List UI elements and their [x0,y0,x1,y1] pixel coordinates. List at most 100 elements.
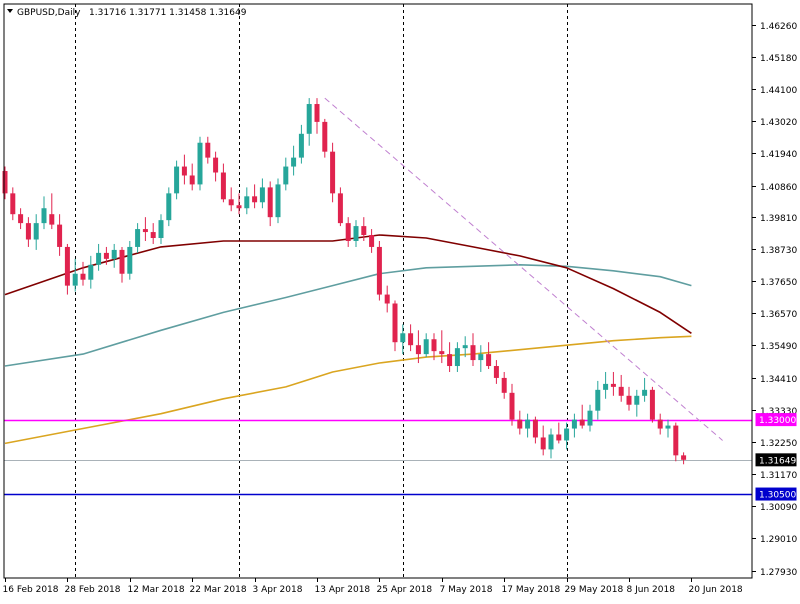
candle-body [127,246,133,274]
candle-body [142,229,148,233]
moving-average-long-line [4,335,692,445]
price-tags: 1.33000 1.30500 1.31649 [755,413,797,501]
x-tick-label: 7 May 2018 [440,585,493,595]
candle [111,243,117,268]
candle [603,371,609,399]
candle-body [88,264,94,280]
candle-body [517,419,523,429]
y-tick-label: 1.45180 [760,54,797,64]
x-tick-label: 22 Mar 2018 [190,585,247,595]
x-tick-label: 17 May 2018 [502,585,561,595]
candle [415,330,421,364]
candle-body [220,172,226,200]
y-tick-label: 1.33330 [760,407,797,417]
candle-body [353,226,359,241]
candle [610,371,616,396]
dropdown-triangle-icon[interactable] [7,9,13,13]
candle [400,324,406,355]
candle-body [10,193,16,215]
symbol-label: GBPUSD,Daily [17,8,81,18]
candle [330,142,336,203]
candle [423,333,429,358]
candle-body [626,395,632,405]
y-tick-label: 1.30090 [760,503,797,513]
candle-body [158,220,164,239]
candle-body [548,434,554,450]
candle [275,178,281,224]
candle-body [96,252,102,265]
candle [10,187,16,221]
candle-body [423,339,429,355]
candle [127,240,133,280]
candle-body [408,333,414,346]
candle-body [493,366,499,378]
candle [142,217,148,241]
candle-body [275,184,281,218]
candle [80,261,86,286]
candle [501,371,507,399]
candle [220,163,226,203]
candle [135,223,141,253]
candle [41,196,47,230]
y-tick-label: 1.29010 [760,535,797,545]
x-tick-label: 16 Feb 2018 [3,585,59,595]
candle-body [392,303,398,343]
candle-body [400,333,406,343]
x-axis: 16 Feb 2018 28 Feb 2018 12 Mar 2018 22 Mar … [3,578,743,595]
candle-body [376,246,382,295]
candle-body [18,214,24,224]
candle-body [189,175,195,185]
candle [431,333,437,361]
candle [556,422,562,444]
candle-body [2,171,8,194]
candle-body [642,389,648,396]
candle [470,333,476,367]
candle [322,118,328,158]
candle [33,214,39,250]
candle [150,223,156,244]
candle [345,217,351,247]
candle [2,166,8,200]
candle-body [439,351,445,355]
candle [681,452,687,465]
candle [197,136,203,191]
candle-body [673,425,679,456]
x-tick-label: 25 Apr 2018 [377,585,433,595]
candle [392,300,398,352]
candle [283,157,289,191]
candle [213,151,219,182]
x-tick-label: 20 Jun 2018 [689,585,743,595]
candle [166,187,172,227]
candle-body [603,383,609,390]
y-tick-label: 1.38730 [760,246,797,256]
candle [649,386,655,423]
moving-average-mid-line [4,264,692,367]
candle [252,184,258,209]
candle [517,410,523,435]
candle-body [135,229,141,247]
candle [618,374,624,402]
candle-body [111,249,117,259]
candle [673,422,679,462]
candle [259,178,265,209]
candle-body [556,434,562,441]
candle-body [80,273,86,280]
candle-body [33,223,39,240]
candle-body [283,166,289,185]
trendline[interactable] [324,97,723,441]
candle [626,386,632,411]
level-price-tag-0-box [755,413,797,427]
candle [493,360,499,384]
candle [181,154,187,185]
candle-body [64,246,70,286]
candle [642,377,648,402]
candle-body [462,345,468,349]
y-tick-label: 1.32250 [760,439,797,449]
candle [228,187,234,212]
candle-body [587,410,593,426]
candle-body [665,425,671,429]
x-tick-label: 3 Apr 2018 [253,585,303,595]
candle [18,208,24,230]
